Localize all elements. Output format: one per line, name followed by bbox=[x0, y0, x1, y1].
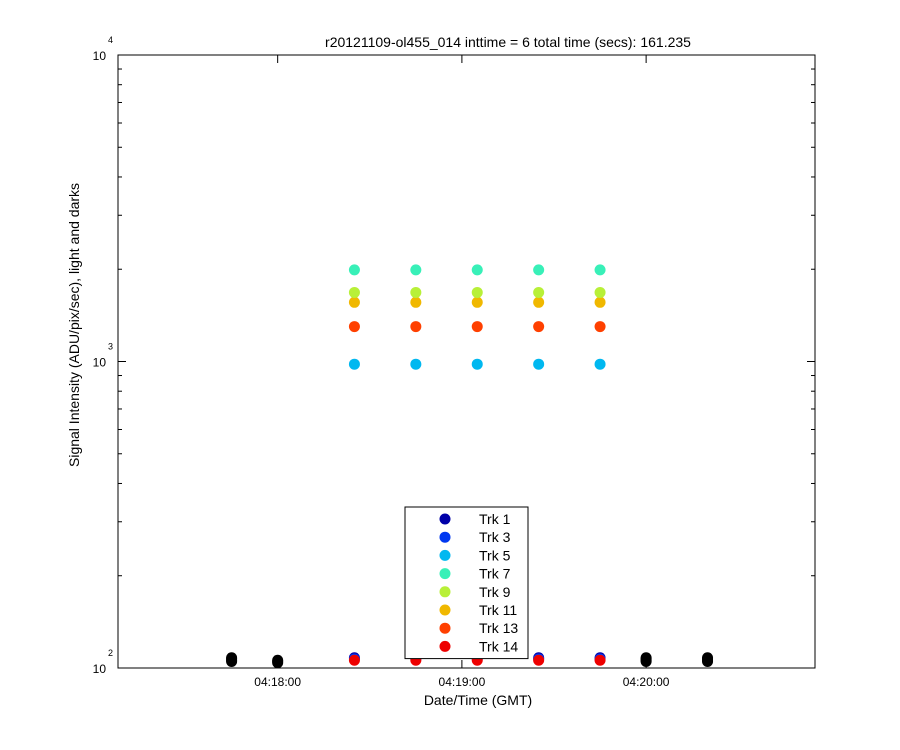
point-trk-9 bbox=[410, 286, 422, 298]
point-trk-5 bbox=[348, 358, 360, 370]
point-trk-7 bbox=[471, 264, 483, 276]
legend-label: Trk 7 bbox=[479, 566, 511, 582]
legend-label: Trk 9 bbox=[479, 584, 511, 600]
y-axis-label: Signal Intensity (ADU/pix/sec), light an… bbox=[66, 183, 82, 467]
point-trk-13 bbox=[410, 321, 422, 333]
legend-marker bbox=[439, 531, 451, 543]
point-trk-5 bbox=[533, 358, 545, 370]
point-trk-11 bbox=[533, 296, 545, 308]
point-trk-11 bbox=[594, 296, 606, 308]
legend-label: Trk 3 bbox=[479, 529, 511, 545]
legend-marker bbox=[439, 513, 451, 525]
point-trk-14 bbox=[348, 654, 360, 666]
point-trk-14 bbox=[594, 654, 606, 666]
y-tick-exponent: 3 bbox=[108, 342, 113, 352]
x-tick-label: 04:18:00 bbox=[254, 675, 301, 689]
y-tick-exponent: 2 bbox=[108, 648, 113, 658]
legend-label: Trk 14 bbox=[479, 638, 518, 654]
legend: Trk 1 Trk 3 Trk 5 Trk 7 Trk 9 Trk 11 Trk 13 Trk… bbox=[404, 506, 529, 660]
chart-title: r20121109-ol455_014 inttime = 6 total ti… bbox=[325, 34, 691, 50]
point-trk-9 bbox=[594, 286, 606, 298]
point-trk-9 bbox=[533, 286, 545, 298]
point-trk-9 bbox=[348, 286, 360, 298]
y-tick-label: 10 bbox=[93, 49, 107, 63]
x-axis: 04:18:00 04:19:00 04:20:00 bbox=[254, 55, 670, 689]
point-trk-7 bbox=[594, 264, 606, 276]
legend-label: Trk 1 bbox=[479, 511, 511, 527]
point-trk-9 bbox=[471, 286, 483, 298]
point-trk-14 bbox=[533, 654, 545, 666]
dark-point bbox=[226, 652, 238, 664]
x-tick-label: 04:20:00 bbox=[623, 675, 670, 689]
dark-point bbox=[272, 654, 284, 666]
legend-marker bbox=[439, 604, 451, 616]
legend-box bbox=[404, 506, 529, 660]
legend-marker bbox=[439, 549, 451, 561]
point-trk-5 bbox=[471, 358, 483, 370]
point-trk-13 bbox=[348, 321, 360, 333]
x-axis-label: Date/Time (GMT) bbox=[424, 692, 532, 708]
point-trk-5 bbox=[594, 358, 606, 370]
point-trk-7 bbox=[348, 264, 360, 276]
y-tick-exponent: 4 bbox=[108, 35, 113, 45]
legend-label: Trk 13 bbox=[479, 620, 518, 636]
dark-point bbox=[640, 652, 652, 664]
legend-marker bbox=[439, 568, 451, 580]
point-trk-11 bbox=[348, 296, 360, 308]
dark-point bbox=[702, 652, 714, 664]
x-tick-label: 04:19:00 bbox=[439, 675, 486, 689]
legend-label: Trk 11 bbox=[479, 602, 517, 618]
legend-label: Trk 5 bbox=[479, 547, 511, 563]
point-trk-11 bbox=[410, 296, 422, 308]
point-trk-7 bbox=[410, 264, 422, 276]
point-trk-7 bbox=[533, 264, 545, 276]
point-trk-13 bbox=[471, 321, 483, 333]
point-trk-11 bbox=[471, 296, 483, 308]
point-trk-5 bbox=[410, 358, 422, 370]
point-trk-13 bbox=[594, 321, 606, 333]
legend-marker bbox=[439, 586, 451, 598]
y-tick-label: 10 bbox=[93, 662, 107, 676]
legend-marker bbox=[439, 622, 451, 634]
point-trk-13 bbox=[533, 321, 545, 333]
y-tick-label: 10 bbox=[93, 356, 107, 370]
legend-marker bbox=[439, 640, 451, 652]
